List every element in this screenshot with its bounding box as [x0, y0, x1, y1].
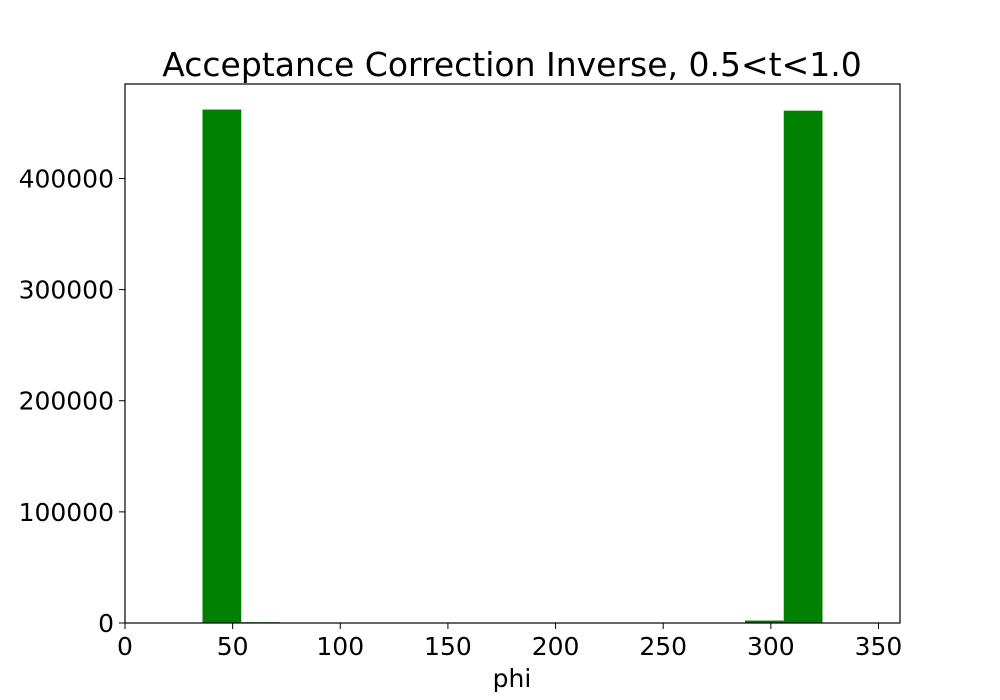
x-tick-label: 350 [855, 632, 903, 661]
x-axis-label: phi [493, 664, 532, 693]
y-tick-label: 400000 [19, 164, 114, 193]
y-tick-label: 200000 [19, 387, 114, 416]
x-tick-label: 300 [747, 632, 795, 661]
x-tick-label: 150 [424, 632, 472, 661]
histogram-bar-2 [745, 620, 784, 623]
x-tick-label: 200 [532, 632, 580, 661]
bars-layer [202, 109, 823, 624]
y-axis: 0 100000 200000 300000 400000 [19, 164, 125, 638]
x-tick-label: 50 [217, 632, 249, 661]
plot-frame [124, 83, 901, 624]
chart-title: Acceptance Correction Inverse, 0.5<t<1.0 [162, 45, 861, 84]
histogram-bar-0 [202, 109, 242, 624]
y-tick-label: 0 [98, 609, 114, 638]
x-axis: 0 50 100 150 200 250 300 350 [117, 623, 902, 661]
histogram-bar-3 [783, 110, 823, 623]
x-tick-label: 250 [639, 632, 687, 661]
y-tick-label: 300000 [19, 276, 114, 305]
y-tick-label: 100000 [19, 498, 114, 527]
x-tick-label: 100 [316, 632, 364, 661]
x-tick-label: 0 [117, 632, 133, 661]
